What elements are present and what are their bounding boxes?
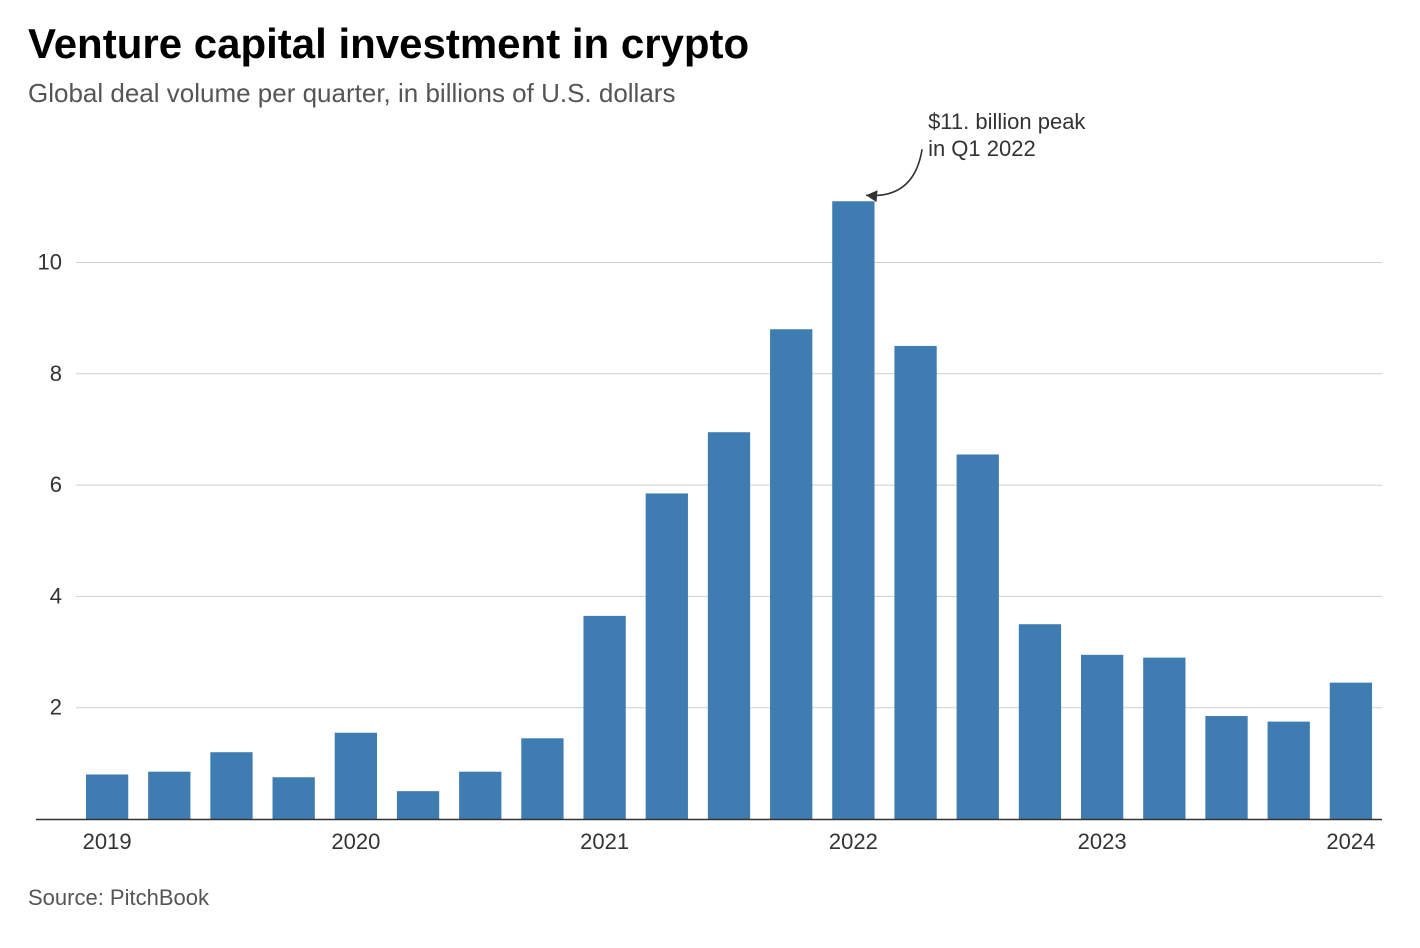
bar [210, 753, 252, 820]
bar [86, 775, 128, 820]
bar [1330, 683, 1372, 819]
bar [1268, 722, 1310, 819]
bars [86, 202, 1372, 820]
svg-text:2021: 2021 [580, 829, 629, 854]
svg-text:2: 2 [50, 695, 62, 720]
bar [708, 433, 750, 820]
bar [148, 772, 190, 819]
x-axis-labels: 2019 2020 2021 2022 2023 2024 [83, 829, 1376, 854]
bar [521, 739, 563, 820]
svg-text:2019: 2019 [83, 829, 132, 854]
bar [770, 330, 812, 820]
bar [397, 791, 439, 819]
svg-text:10: 10 [38, 250, 62, 275]
annotation-text: $11. billion peak in Q1 2022 [928, 108, 1085, 163]
annotation-arrow [866, 150, 922, 203]
svg-text:8: 8 [50, 361, 62, 386]
bar [894, 346, 936, 819]
bar [335, 733, 377, 819]
bar [1019, 625, 1061, 820]
bar [832, 202, 874, 820]
bar [1081, 655, 1123, 819]
chart-area: 246810 201920202021202220232024 $11. bil… [28, 123, 1392, 863]
bar [1205, 716, 1247, 819]
chart-svg: 2 4 6 8 10 2019 2020 2021 2022 2023 2024 [28, 123, 1392, 863]
bar [1143, 658, 1185, 819]
y-axis-labels: 2 4 6 8 10 [38, 250, 62, 720]
svg-text:2023: 2023 [1078, 829, 1127, 854]
chart-title: Venture capital investment in crypto [28, 20, 1392, 68]
source-text: Source: PitchBook [28, 885, 1392, 911]
svg-text:2020: 2020 [331, 829, 380, 854]
bar [957, 455, 999, 820]
svg-text:2024: 2024 [1326, 829, 1375, 854]
bar [273, 778, 315, 820]
bar [646, 494, 688, 820]
bar [583, 616, 625, 819]
chart-subtitle: Global deal volume per quarter, in billi… [28, 78, 1392, 109]
svg-text:4: 4 [50, 584, 62, 609]
svg-text:2022: 2022 [829, 829, 878, 854]
bar [459, 772, 501, 819]
chart-container: Venture capital investment in crypto Glo… [0, 0, 1420, 948]
svg-text:6: 6 [50, 472, 62, 497]
